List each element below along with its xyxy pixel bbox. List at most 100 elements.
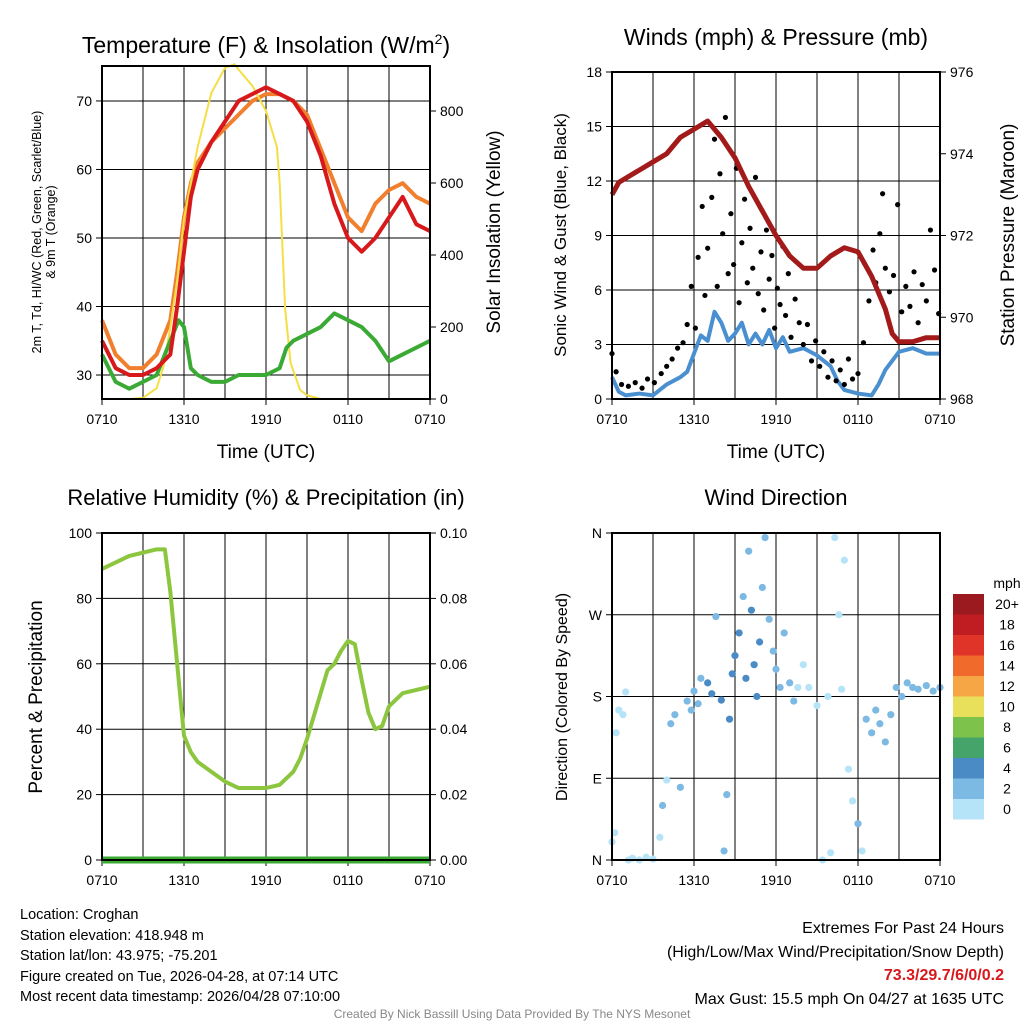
wind-direction-point [790, 697, 798, 705]
gust-point [761, 307, 767, 313]
gust-point [903, 283, 909, 289]
wind-direction-point [854, 820, 862, 828]
colorbar-swatch [953, 717, 984, 738]
gust-point [639, 385, 645, 391]
gust-point [741, 196, 748, 202]
x-tick-label: 0110 [843, 411, 873, 427]
y-right-tick-label: 974 [950, 146, 974, 162]
plot-border [101, 532, 431, 861]
wind-direction-point [731, 652, 739, 660]
gust-point [669, 356, 675, 362]
gust-point [825, 374, 831, 380]
gust-point [739, 240, 745, 246]
gust-point [651, 380, 657, 386]
series-line-2m-td [100, 311, 431, 391]
y-right-axis-label: Solar Insolation (Yellow) [484, 130, 505, 333]
y-tick-label: 60 [76, 656, 92, 672]
gust-point [709, 194, 715, 200]
y-axis-label-line2: & 9m T (Orange) [44, 185, 58, 278]
x-tick-label: 0710 [86, 411, 117, 427]
colorbar-swatch [953, 799, 984, 820]
y-tick-label: 20 [76, 787, 92, 803]
x-axis-label: Time (UTC) [217, 442, 316, 463]
y-right-tick-label: 0.08 [440, 590, 467, 606]
gust-point [919, 281, 925, 288]
wind-direction-point [690, 687, 698, 695]
gust-point [692, 325, 698, 331]
y-right-tick-label: 400 [440, 247, 464, 263]
max-gust-text: Max Gust: 15.5 mph On 04/27 at 1635 UTC [694, 990, 1005, 1008]
gust-point [866, 298, 872, 304]
y-right-tick-label: 0.06 [440, 656, 467, 672]
gust-point [725, 271, 731, 277]
gust-point [870, 247, 876, 253]
wind-direction-point [872, 706, 880, 714]
wind-direction-point [799, 661, 807, 669]
wind-direction-point [663, 776, 671, 784]
wind-direction-point [813, 701, 821, 710]
gust-point [644, 376, 651, 382]
wind-direction-point [776, 683, 784, 692]
wind-direction-point [758, 583, 766, 592]
colorbar-swatch [953, 676, 984, 697]
wind-direction-point [720, 847, 728, 855]
extremes-values: 73.3/29.7/6/0/0.2 [883, 967, 1004, 984]
gust-point [664, 363, 670, 369]
wind-direction-point [769, 647, 777, 655]
y-right-tick-label: 0.04 [440, 721, 467, 737]
gust-point [860, 340, 867, 346]
y-tick-label: 30 [76, 367, 92, 383]
y-right-tick-label: 800 [440, 103, 464, 119]
wind-direction-point [862, 715, 870, 723]
gust-point [714, 283, 720, 289]
y-right-tick-label: 968 [950, 391, 974, 407]
x-tick-label: 1310 [168, 411, 199, 427]
wind-direction-point [717, 696, 725, 704]
series-line-2m-t [100, 85, 431, 378]
y-tick-label: 60 [76, 161, 92, 177]
wind-direction-point [745, 547, 753, 555]
colorbar-label: 16 [999, 637, 1015, 653]
x-tick-label: 0110 [333, 411, 363, 427]
gust-point [841, 381, 847, 388]
gust-point [680, 340, 686, 346]
wind-direction-point [735, 629, 743, 637]
y-tick-label: 40 [76, 721, 92, 737]
gust-point [788, 334, 794, 340]
colorbar-label: 0 [1003, 801, 1011, 817]
gust-point [772, 325, 778, 331]
gust-point [728, 211, 734, 217]
wind-direction-point [914, 685, 922, 693]
extremes-info: Extremes For Past 24 Hours (High/Low/Max… [667, 917, 1004, 1011]
colorbar-label: 8 [1003, 719, 1011, 735]
gust-point [711, 136, 718, 142]
colorbar-swatch [953, 614, 984, 635]
wind-direction-point [805, 683, 813, 692]
wind-speed-line [610, 309, 940, 398]
y-tick-label: 100 [69, 525, 93, 541]
y-right-tick-label: 972 [950, 228, 974, 244]
wind-direction-point [658, 801, 667, 810]
gust-point [688, 283, 694, 289]
wind-direction-point [750, 661, 758, 669]
recent-data-text: Most recent data timestamp: 2026/04/28 0… [20, 989, 341, 1005]
plot-border [611, 71, 941, 400]
colorbar-label: 4 [1003, 760, 1011, 776]
gust-point [613, 369, 619, 375]
y-tick-label: N [592, 525, 602, 541]
y-right-axis-label: Station Pressure (Maroon) [998, 124, 1019, 347]
gust-point [915, 320, 921, 326]
colorbar-label: 14 [999, 658, 1015, 674]
wind-direction-point [723, 791, 731, 799]
gust-point [837, 367, 843, 373]
colorbar-label: 12 [999, 678, 1015, 694]
plot-border [101, 65, 431, 400]
y-axis-label-line1: 2m T, Td, HI/WC (Red, Green, Scarlet/Blu… [30, 111, 44, 354]
gust-point [758, 249, 764, 255]
x-tick-label: 1910 [250, 872, 281, 888]
chart-title: Winds (mph) & Pressure (mb) [624, 24, 928, 50]
gust-point [717, 171, 723, 177]
y-right-tick-label: 0 [440, 391, 448, 407]
gust-point [752, 174, 759, 180]
colorbar-swatch [953, 655, 984, 676]
